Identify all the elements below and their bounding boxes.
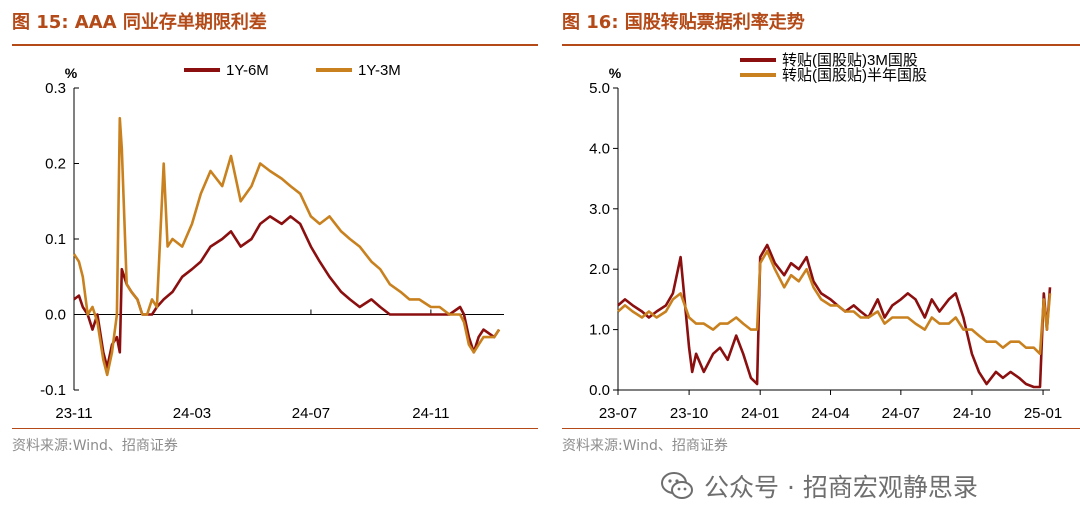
watermark-text: 公众号 · 招商宏观静思录: [704, 473, 978, 502]
x-tick-label: 23-10: [670, 405, 708, 422]
left-figure-title: 图 15: AAA 同业存单期限利差: [12, 12, 267, 33]
x-tick-label: 24-03: [173, 405, 211, 422]
x-tick-label: 23-11: [55, 405, 92, 422]
left-chart: -0.1 0.0 0.1 0.2 0.3% 23-11 24-03 24-07 24-11 1Y-…: [40, 62, 504, 422]
y-tick-label: -0.1: [40, 382, 66, 399]
series-line-2: [72, 116, 501, 377]
left-figure-panel: 图 15: AAA 同业存单期限利差 -0.1 0.0 0.1 0.2 0.3% 23-1…: [12, 0, 538, 470]
x-tick-label: 24-07: [292, 405, 330, 422]
right-source-note: 资料来源:Wind、招商证券: [562, 438, 728, 454]
y-axis-unit: %: [65, 65, 78, 81]
legend-label: 转贴(国股贴)3M国股: [782, 52, 918, 69]
series-line-2: [617, 249, 1052, 356]
y-axis-unit: %: [609, 65, 622, 81]
series-line-1: [617, 243, 1052, 389]
wechat-icon: [661, 472, 693, 499]
legend-label: 转贴(国股贴)半年国股: [782, 67, 927, 84]
x-tick-label: 25-01: [1024, 405, 1062, 422]
legend-label: 1Y-6M: [226, 62, 269, 79]
y-tick-label: 1.0: [589, 322, 610, 339]
right-bottom-rule: [562, 428, 1080, 429]
series-line-1: [73, 215, 501, 369]
y-tick-label: 0.2: [45, 156, 66, 173]
y-tick-label: 0.0: [45, 307, 66, 324]
left-bottom-rule: [12, 428, 538, 429]
watermark: 公众号 · 招商宏观静思录: [660, 466, 978, 506]
y-tick-label: 3.0: [589, 201, 610, 218]
y-tick-label: 0.1: [45, 231, 66, 248]
legend-label: 1Y-3M: [358, 62, 401, 79]
y-tick-label: 0.3: [45, 80, 66, 97]
right-figure-title: 图 16: 国股转贴票据利率走势: [562, 12, 805, 33]
right-figure-panel: 图 16: 国股转贴票据利率走势 0.0 1.0 2.0 3.0 4.0 5.0% 23-0…: [562, 0, 1080, 470]
right-title-rule: [562, 44, 1080, 46]
left-title-rule: [12, 44, 538, 46]
y-tick-label: 2.0: [589, 261, 610, 278]
x-tick-label: 24-10: [953, 405, 991, 422]
left-source-note: 资料来源:Wind、招商证券: [12, 438, 178, 454]
x-tick-label: 24-11: [412, 405, 449, 422]
x-tick-label: 23-07: [599, 405, 637, 422]
y-tick-label: 4.0: [589, 140, 610, 157]
x-tick-label: 24-07: [882, 405, 920, 422]
x-tick-label: 24-01: [741, 405, 779, 422]
y-tick-label: 0.0: [589, 382, 610, 399]
y-tick-label: 5.0: [589, 80, 610, 97]
x-tick-label: 24-04: [811, 405, 849, 422]
right-chart: 0.0 1.0 2.0 3.0 4.0 5.0% 23-07 23-10 24-01 24-04 2…: [589, 52, 1062, 422]
